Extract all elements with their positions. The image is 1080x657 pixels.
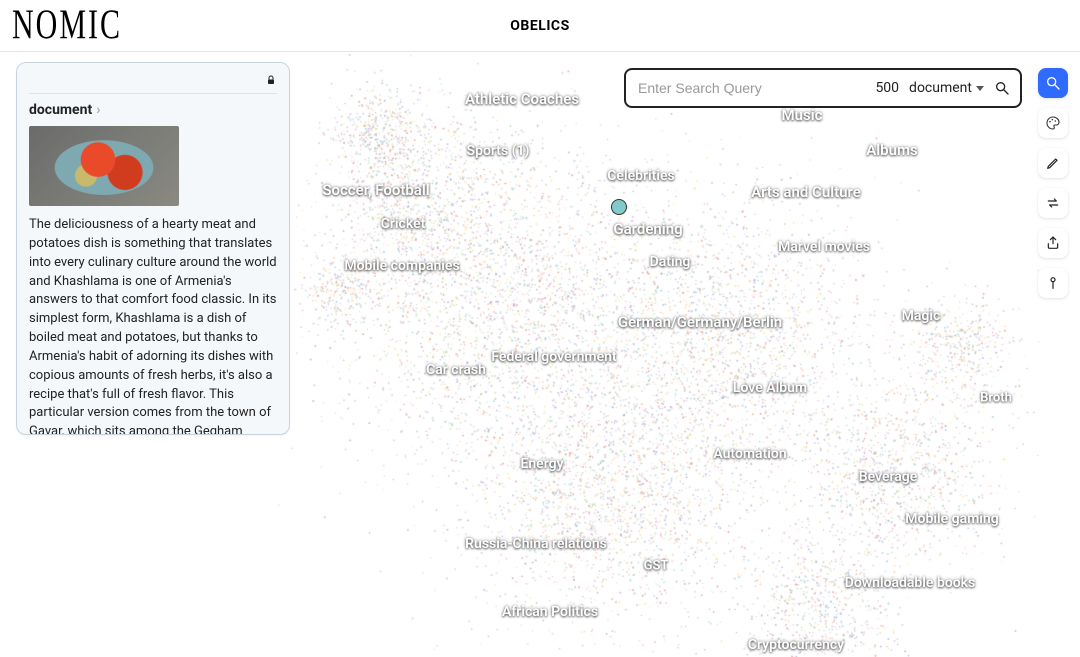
swap-icon: [1045, 195, 1061, 211]
search-input[interactable]: [638, 80, 865, 96]
pencil-icon: [1045, 155, 1061, 171]
tool-search[interactable]: [1038, 68, 1068, 98]
selected-point[interactable]: [611, 199, 627, 215]
main: Athletic CoachesMusicSports (1)AlbumsCel…: [0, 52, 1080, 657]
search-submit[interactable]: [994, 80, 1010, 96]
panel-body: The deliciousness of a hearty meat and p…: [29, 216, 277, 435]
panel-image: [29, 126, 179, 206]
page-title: OBELICS: [510, 18, 569, 34]
search-result-count: 500: [875, 80, 899, 96]
panel-title: document: [29, 102, 92, 118]
panel-top: [29, 73, 277, 94]
detail-panel: document › The deliciousness of a hearty…: [16, 62, 290, 435]
pin-icon: [1045, 275, 1061, 291]
search-scope-dropdown[interactable]: document: [909, 80, 984, 96]
lock-icon[interactable]: [265, 73, 277, 87]
tool-pencil[interactable]: [1038, 148, 1068, 178]
search-scope-label: document: [909, 80, 972, 96]
palette-icon: [1045, 115, 1061, 131]
logo[interactable]: NOMIC: [12, 2, 122, 50]
search-icon: [994, 80, 1010, 96]
tool-palette[interactable]: [1038, 108, 1068, 138]
share-icon: [1045, 235, 1061, 251]
header: NOMIC OBELICS: [0, 0, 1080, 52]
panel-title-row[interactable]: document ›: [29, 102, 277, 118]
tool-share[interactable]: [1038, 228, 1068, 258]
tool-rail: [1038, 68, 1068, 298]
tool-swap[interactable]: [1038, 188, 1068, 218]
tool-pin[interactable]: [1038, 268, 1068, 298]
search-bar: 500 document: [624, 68, 1022, 108]
chevron-down-icon: [976, 86, 984, 91]
search-icon: [1045, 75, 1061, 91]
chevron-right-icon: ›: [96, 102, 100, 118]
